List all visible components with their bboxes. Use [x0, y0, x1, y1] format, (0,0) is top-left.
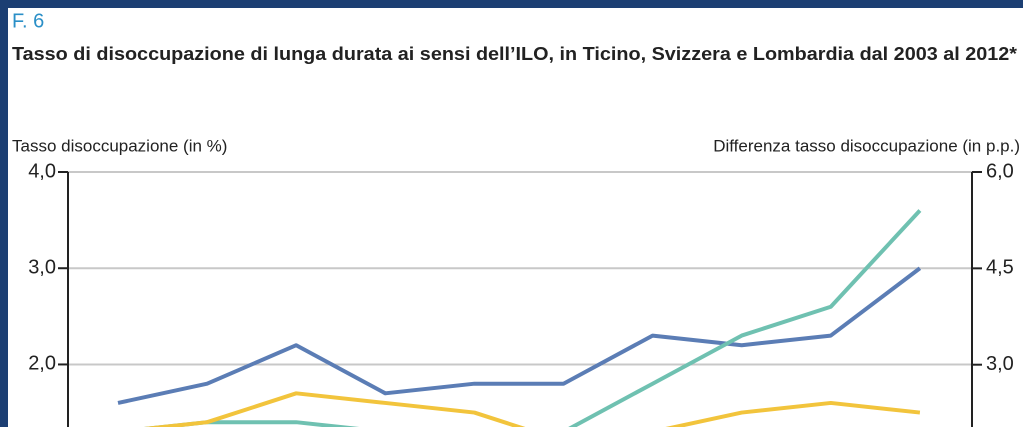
- series-line: [143, 209, 922, 427]
- y-tick-label: 3,0: [28, 257, 56, 279]
- y2-tick-label: 4,5: [986, 257, 1014, 279]
- y-tick-label: 2,0: [28, 353, 56, 375]
- series-line: [117, 266, 922, 405]
- left-band: [0, 0, 8, 427]
- y-axis-label: Tasso disoccupazione (in %): [12, 136, 227, 155]
- chart-title: Tasso di disoccupazione di lunga durata …: [12, 44, 1017, 64]
- figure-label: F. 6: [12, 10, 44, 32]
- y2-tick-label: 3,0: [986, 353, 1014, 375]
- y-tick-label: 4,0: [28, 160, 56, 182]
- y2-axis-label: Differenza tasso disoccupazione (in p.p.…: [713, 136, 1020, 155]
- top-band: [0, 0, 1023, 8]
- y2-tick-label: 6,0: [986, 160, 1014, 182]
- series-line: [143, 391, 921, 427]
